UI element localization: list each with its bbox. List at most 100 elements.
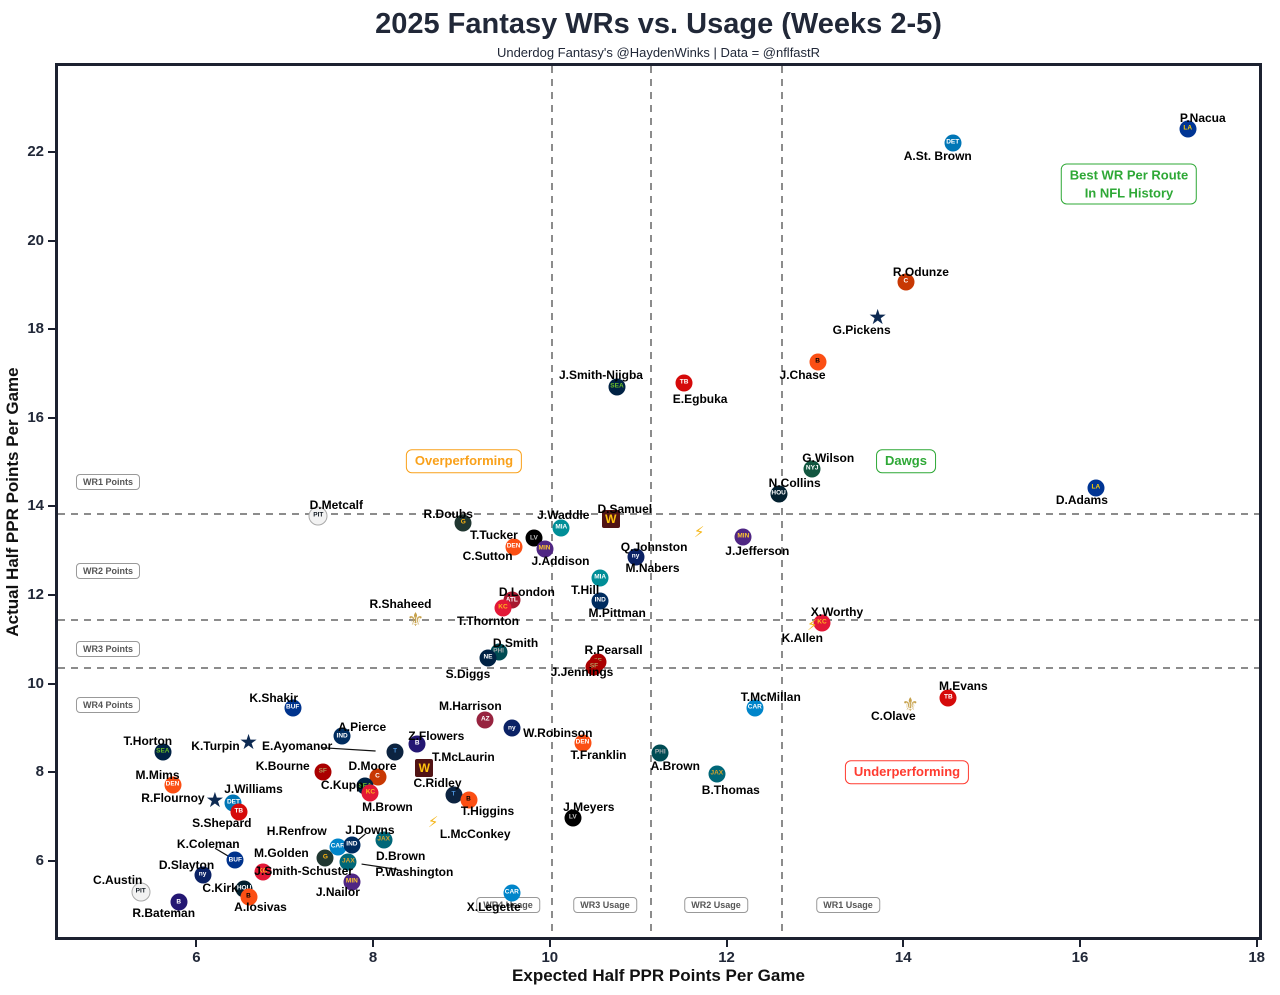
- player-label-t-horton: T.Horton: [123, 734, 173, 749]
- team-logo-ind: IND: [591, 592, 609, 610]
- y-tick-label: 18: [27, 320, 44, 338]
- team-logo-was: W: [415, 759, 434, 778]
- player-label-d-brown: D.Brown: [376, 848, 426, 863]
- player-label-q-johnston: Q.Johnston: [620, 539, 688, 554]
- player-label-t-franklin: T.Franklin: [570, 747, 627, 762]
- team-logo-chi: C: [897, 273, 915, 291]
- player-label-m-pittman: M.Pittman: [588, 606, 646, 621]
- usage-threshold-line-2: [649, 66, 652, 937]
- team-logo-kc: KC: [494, 599, 512, 617]
- player-label-j-smith-schuster: J.Smith-Schuster: [254, 864, 353, 879]
- callout-line-e-ayomanor: [321, 747, 376, 752]
- team-logo-lar: LA: [1087, 479, 1105, 497]
- team-logo-pit: PIT: [131, 882, 151, 902]
- team-logo-buf: BUF: [284, 699, 302, 717]
- annotation-best-wr-note: Best WR Per Route In NFL History: [1060, 163, 1198, 205]
- y-tick: [48, 151, 55, 154]
- team-logo-lac: ⚡: [427, 813, 439, 831]
- player-label-c-kirk: C.Kirk: [202, 881, 238, 896]
- chart-subtitle: Underdog Fantasy's @HaydenWinks | Data =…: [496, 45, 821, 60]
- y-tick: [48, 682, 55, 685]
- team-logo-nyj: NYJ: [803, 460, 821, 478]
- player-label-r-shaheed: R.Shaheed: [369, 597, 432, 612]
- x-tick-label: 18: [1248, 949, 1266, 966]
- player-label-c-sutton: C.Sutton: [462, 549, 513, 564]
- player-label-t-tucker: T.Tucker: [470, 528, 518, 543]
- player-label-t-thornton: T.Thornton: [456, 614, 519, 629]
- threshold-line-wr1-points: [58, 513, 1259, 516]
- player-label-t-mcmillan: T.McMillan: [740, 689, 801, 704]
- team-logo-buf: BUF: [226, 851, 244, 869]
- player-label-a-st-brown: A.St. Brown: [903, 149, 972, 164]
- player-label-j-meyers: J.Meyers: [563, 800, 615, 815]
- y-tick: [48, 505, 55, 508]
- player-label-c-olave: C.Olave: [870, 709, 916, 724]
- player-label-a-iosivas: A.Iosivas: [234, 900, 287, 915]
- team-logo-dal: ★: [239, 730, 258, 754]
- team-logo-car: CAR: [329, 838, 347, 856]
- player-label-r-doubs: R.Doubs: [423, 507, 473, 522]
- team-logo-bal: B: [170, 893, 188, 911]
- team-logo-lac: ⚡: [693, 524, 705, 542]
- classification-label-wr3-usage: WR3 Usage: [573, 897, 637, 913]
- player-label-t-higgins: T.Higgins: [460, 804, 515, 819]
- y-tick-label: 6: [35, 851, 44, 869]
- player-label-t-mclaurin: T.McLaurin: [432, 750, 495, 765]
- player-label-n-collins: N.Collins: [768, 475, 821, 490]
- player-label-a-pierce: A.Pierce: [338, 720, 387, 735]
- x-tick: [725, 940, 728, 947]
- team-logo-chi: C: [369, 768, 386, 786]
- y-tick: [48, 239, 55, 242]
- team-logo-ari: AZ: [476, 711, 494, 729]
- team-logo-det: DET: [944, 134, 962, 152]
- team-logo-nyg: ny: [194, 866, 212, 884]
- player-label-z-flowers: Z.Flowers: [408, 729, 465, 744]
- player-label-m-evans: M.Evans: [938, 679, 988, 694]
- player-label-d-smith: D.Smith: [492, 636, 539, 651]
- player-label-d-adams: D.Adams: [1055, 493, 1108, 508]
- x-tick-label: 12: [718, 949, 735, 966]
- team-logo-car: CAR: [746, 699, 764, 717]
- player-label-k-allen: K.Allen: [781, 630, 823, 645]
- player-label-s-shepard: S.Shepard: [192, 815, 252, 830]
- y-tick: [48, 416, 55, 419]
- y-tick: [48, 859, 55, 862]
- team-logo-car: CAR: [503, 884, 521, 902]
- player-label-m-nabers: M.Nabers: [625, 560, 680, 575]
- player-label-p-nacua: P.Nacua: [1179, 110, 1226, 125]
- x-tick-label: 8: [368, 949, 378, 966]
- player-label-g-pickens: G.Pickens: [832, 323, 891, 338]
- x-tick: [195, 940, 198, 947]
- x-axis-title: Expected Half PPR Points Per Game: [512, 966, 805, 985]
- player-label-m-golden: M.Golden: [254, 846, 309, 861]
- team-logo-nyg: ny: [503, 719, 521, 737]
- team-logo-sea: SEA: [154, 743, 172, 761]
- player-label-j-chase: J.Chase: [779, 367, 826, 382]
- player-label-m-mims: M.Mims: [135, 767, 180, 782]
- y-tick: [48, 328, 55, 331]
- y-tick-label: 12: [27, 585, 44, 603]
- team-logo-ne: NE: [479, 649, 497, 667]
- team-logo-lv: LV: [564, 809, 582, 827]
- player-label-r-odunze: R.Odunze: [892, 264, 949, 279]
- team-logo-bal: B: [408, 735, 426, 753]
- x-tick: [372, 940, 375, 947]
- player-label-e-egbuka: E.Egbuka: [672, 391, 728, 406]
- plot-area: [55, 63, 1262, 940]
- team-logo-gb: G: [454, 514, 472, 532]
- team-logo-pit: PIT: [308, 506, 328, 526]
- team-logo-jax: JAX: [339, 853, 357, 871]
- team-logo-den: DEN: [574, 734, 591, 752]
- team-logo-den: DEN: [505, 538, 523, 556]
- team-logo-nyg: ny: [627, 548, 645, 566]
- player-label-e-ayomanor: E.Ayomanor: [262, 739, 333, 754]
- player-label-d-moore: D.Moore: [348, 759, 397, 773]
- team-logo-no: ⚜: [406, 609, 425, 631]
- y-tick-label: 16: [27, 408, 44, 426]
- team-logo-min: MIN: [734, 528, 752, 546]
- team-logo-kc: KC: [813, 614, 831, 632]
- team-logo-tb: TB: [939, 689, 957, 707]
- x-tick: [1078, 940, 1081, 947]
- team-logo-was: W: [601, 510, 620, 529]
- player-label-d-london: D.London: [498, 585, 555, 600]
